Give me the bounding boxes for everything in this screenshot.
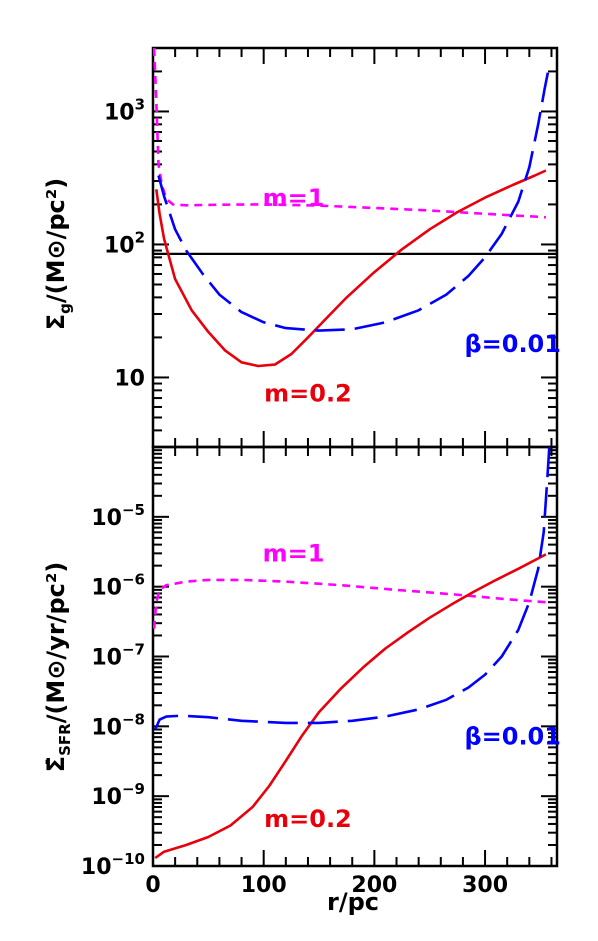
top-panel: 10 102 103 m=1 m=0.2 β=0.01 — [104, 46, 561, 449]
bottom-ylabel-sub: SFR — [56, 723, 74, 756]
series-label: β=0.01 — [464, 330, 561, 358]
y-tick-label: 10−6 — [91, 571, 145, 601]
x-tick-label: 300 — [462, 873, 508, 898]
top-ylabel-sub: g — [56, 303, 74, 314]
x-tick-label: 200 — [351, 873, 397, 898]
x-tick-label: 0 — [145, 873, 160, 898]
series-label: m=0.2 — [264, 379, 352, 407]
y-tick-label: 10−7 — [91, 641, 145, 671]
series-line — [157, 71, 550, 332]
top-ylabel: Σg/(M⊙/pc²) — [42, 178, 74, 331]
series-label: m=0.2 — [264, 805, 352, 833]
series-line — [153, 48, 546, 219]
series-line — [153, 578, 546, 629]
series-label: β=0.01 — [464, 722, 561, 750]
y-tick-label: 10−5 — [91, 501, 145, 531]
series-line — [154, 447, 551, 731]
bottom-ylabel-unit: /(M⊙/yr/pc²) — [42, 562, 70, 724]
y-tick-label: 103 — [104, 95, 145, 125]
bottom-panel: 0 100 200 300 10−10 10−9 10−8 10−7 10−6 10−5 m=1 m=… — [81, 445, 561, 898]
bottom-ylabel: Σ̇SFR/(M⊙/yr/pc²) — [42, 562, 74, 773]
plot-frame — [151, 445, 559, 868]
y-tick-label: 10−9 — [91, 780, 145, 810]
y-tick-label: 102 — [104, 228, 145, 258]
x-axis-label: r/pc — [327, 888, 379, 916]
series-label: m=1 — [263, 184, 325, 212]
x-tick-label: 100 — [241, 873, 287, 898]
plot-frame — [151, 46, 559, 449]
series-line — [154, 553, 547, 860]
y-tick-label: 10−8 — [91, 710, 145, 740]
top-ylabel-unit: /(M⊙/pc²) — [42, 178, 70, 303]
series-line — [155, 169, 547, 368]
series-label: m=1 — [263, 539, 325, 567]
y-tick-label: 10−10 — [81, 850, 145, 880]
y-tick-label: 10 — [114, 366, 145, 391]
